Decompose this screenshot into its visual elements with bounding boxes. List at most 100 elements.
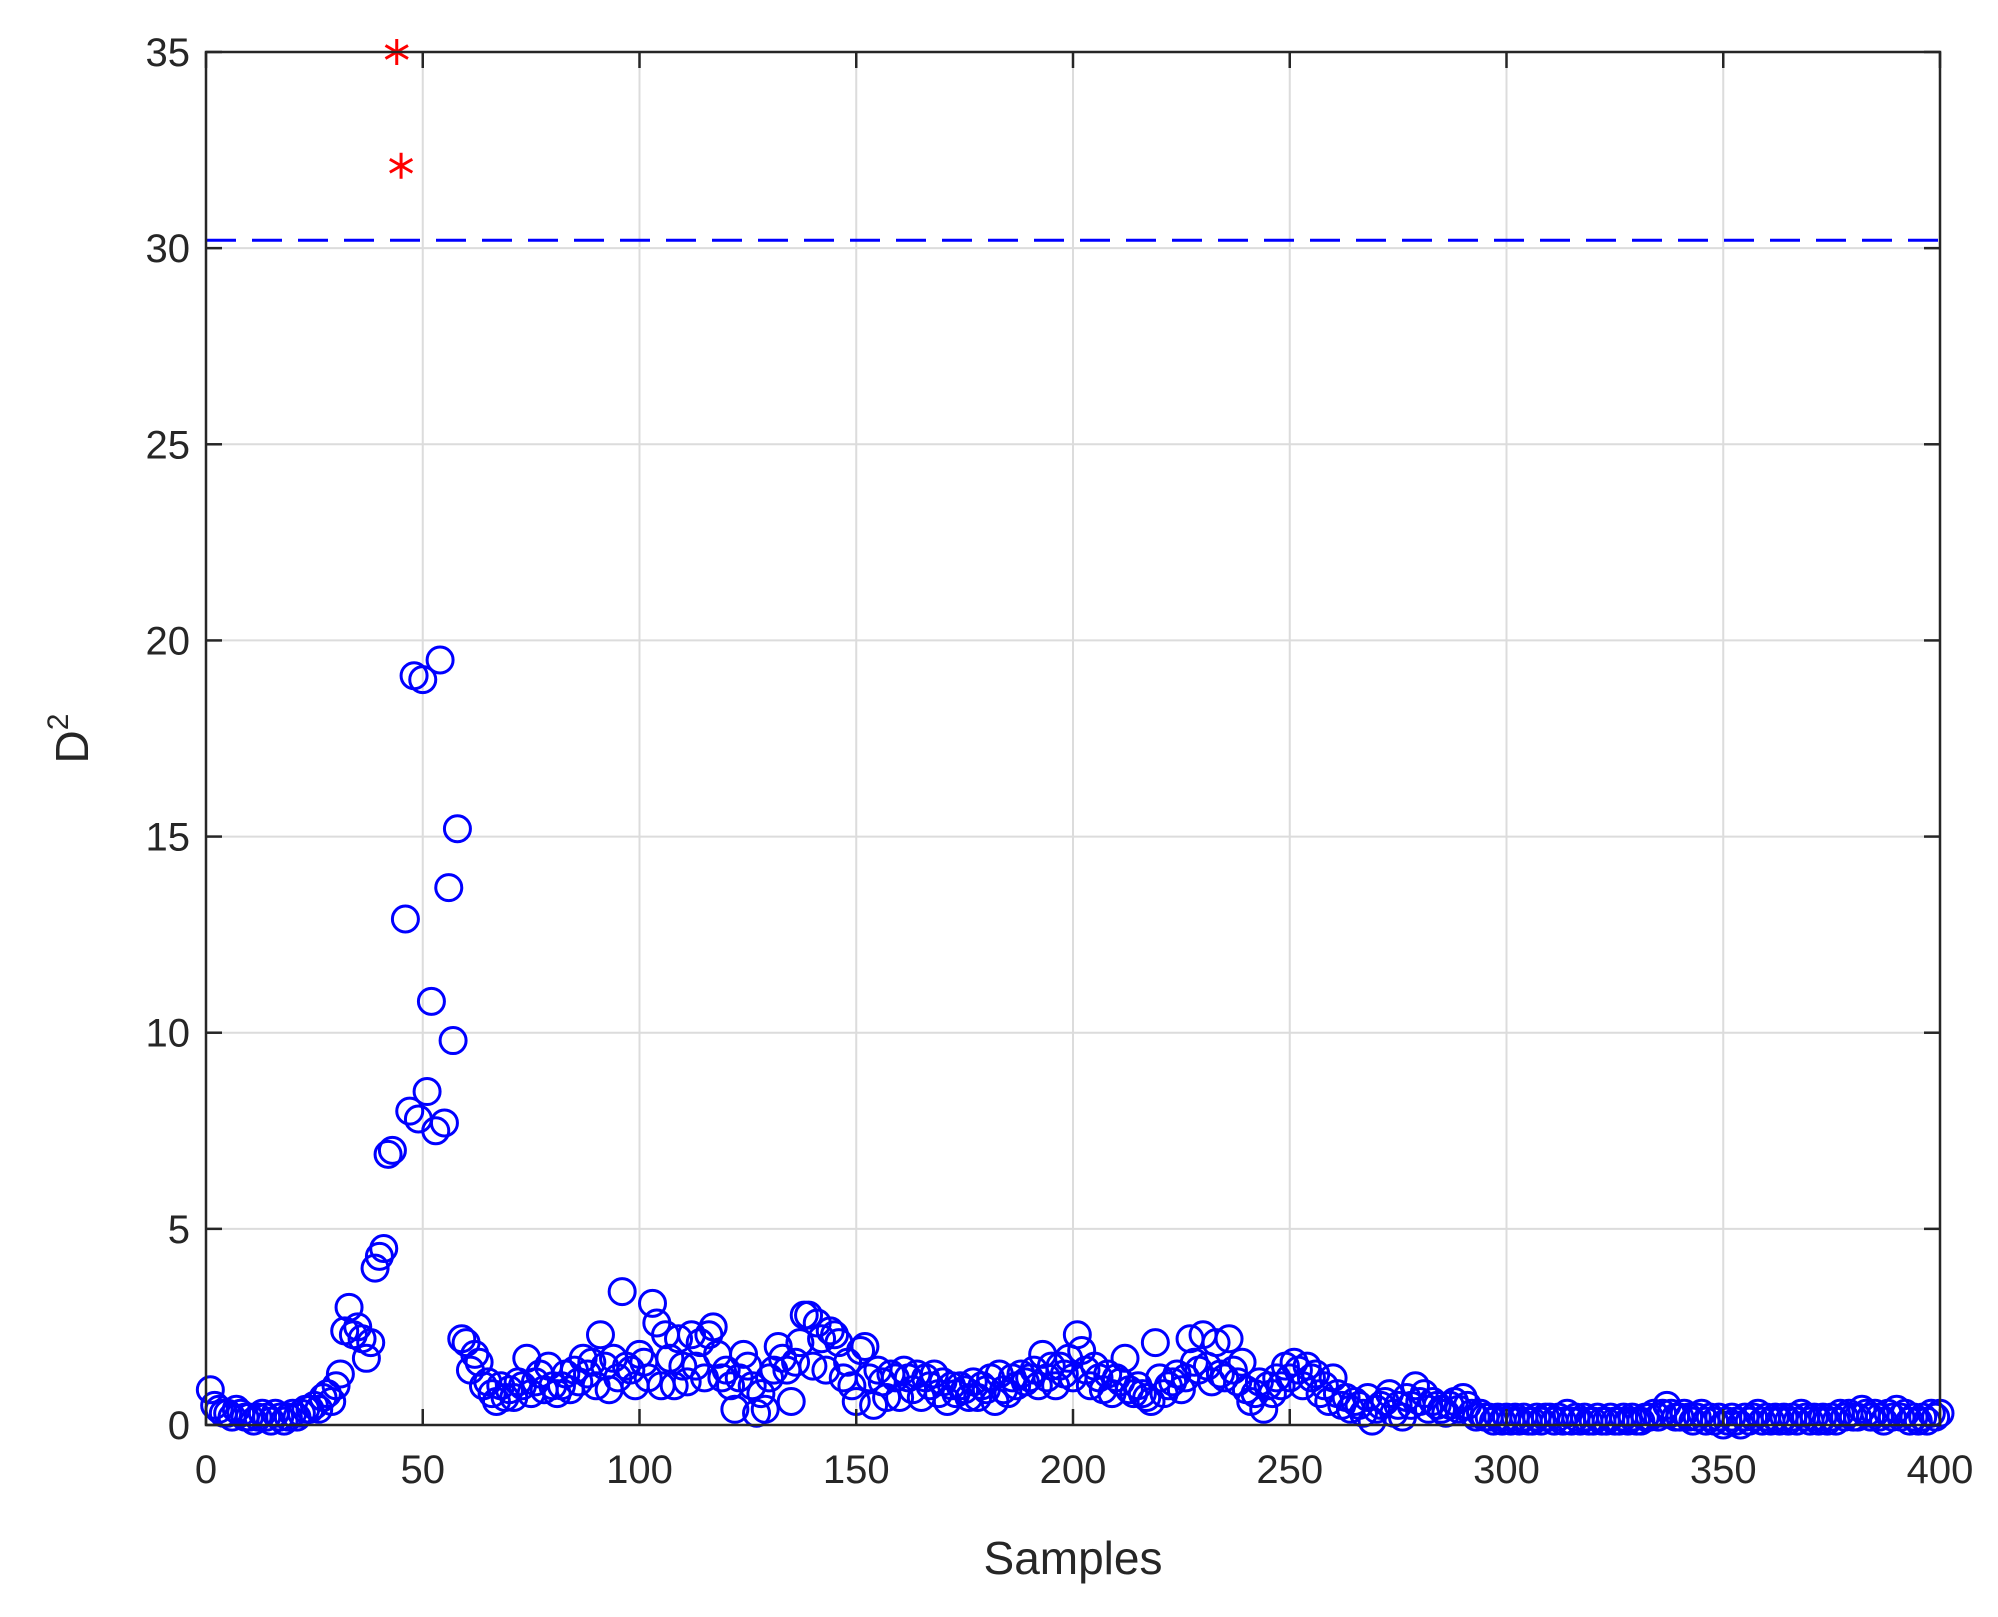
y-tick-label: 25	[146, 423, 191, 467]
data-point-circle	[269, 1406, 299, 1436]
data-point-circle	[421, 1116, 451, 1146]
data-point-asterisk	[389, 152, 414, 179]
data-point-circle	[1400, 1371, 1430, 1401]
data-point-circle	[638, 1288, 668, 1318]
y-tick-label: 15	[146, 816, 191, 860]
data-point-circle	[750, 1394, 780, 1424]
data-point-circle	[425, 645, 455, 675]
y-tick-label: 35	[146, 31, 191, 75]
data-point-circle	[438, 1026, 468, 1056]
grid-lines	[206, 52, 1940, 1425]
data-point-circle	[607, 1277, 637, 1307]
x-tick-label: 200	[1040, 1448, 1107, 1492]
data-point-circle	[668, 1351, 698, 1381]
x-tick-label: 50	[401, 1448, 446, 1492]
data-point-circle	[416, 986, 446, 1016]
data-point-circle	[442, 814, 472, 844]
data-point-circle	[1110, 1343, 1140, 1373]
y-tick-label: 20	[146, 619, 191, 663]
data-point-circle	[1856, 1402, 1886, 1432]
data-point-circle	[351, 1343, 381, 1373]
data-point-circle	[664, 1324, 694, 1354]
x-tick-label: 0	[195, 1448, 217, 1492]
axes	[204, 50, 1942, 1427]
data-point-circle	[434, 873, 464, 903]
data-point-circle	[1214, 1324, 1244, 1354]
data-point-circle	[395, 1096, 425, 1126]
data-point-circle	[195, 1375, 225, 1405]
data-point-circle	[1218, 1355, 1248, 1385]
data-point-circle	[412, 1077, 442, 1107]
y-tick-label: 5	[168, 1208, 190, 1252]
x-tick-label: 350	[1690, 1448, 1757, 1492]
data-point-circle	[1140, 1328, 1170, 1358]
data-point-circle	[1127, 1379, 1157, 1409]
data-point-circle	[850, 1332, 880, 1362]
data-point-circle	[915, 1371, 945, 1401]
data-point-circle	[265, 1402, 295, 1432]
data-point-circle	[1166, 1375, 1196, 1405]
x-tick-label: 400	[1907, 1448, 1974, 1492]
data-point-circle	[464, 1347, 494, 1377]
data-point-circle	[1266, 1371, 1296, 1401]
data-point-circle	[356, 1328, 386, 1358]
data-point-circle	[408, 665, 438, 695]
data-point-circle	[429, 1108, 459, 1138]
data-point-circle	[737, 1371, 767, 1401]
data-point-circle	[729, 1339, 759, 1369]
data-point-circle	[1921, 1402, 1951, 1432]
x-tick-label: 150	[823, 1448, 890, 1492]
data-point-circle	[846, 1335, 876, 1365]
y-axis-label-superscript: 2	[42, 714, 75, 731]
data-point-circle	[1201, 1328, 1231, 1358]
data-point-circle	[768, 1343, 798, 1373]
data-point-circle	[564, 1367, 594, 1397]
data-point-circle	[776, 1386, 806, 1416]
y-axis-label-base: D	[46, 730, 98, 763]
data-point-circle	[325, 1359, 355, 1389]
data-point-circle	[585, 1320, 615, 1350]
data-point-circle	[837, 1371, 867, 1401]
data-point-circle	[1023, 1371, 1053, 1401]
y-tick-label: 30	[146, 227, 191, 271]
x-tick-label: 100	[606, 1448, 673, 1492]
data-point-circle	[720, 1394, 750, 1424]
data-point-circle	[321, 1371, 351, 1401]
data-point-circle	[785, 1328, 815, 1358]
data-point-circle	[807, 1324, 837, 1354]
data-point-circle	[794, 1300, 824, 1330]
data-point-circle	[1318, 1363, 1348, 1393]
data-point-circle	[1292, 1351, 1322, 1381]
data-point-circle	[963, 1383, 993, 1413]
data-point-circle	[1132, 1383, 1162, 1413]
data-point-circle	[373, 1139, 403, 1169]
data-point-circle	[369, 1233, 399, 1263]
data-point-circle	[1227, 1347, 1257, 1377]
y-axis-label: D2	[42, 714, 98, 764]
data-point-circle	[746, 1379, 776, 1409]
y-tick-label: 0	[168, 1404, 190, 1448]
data-point-circle	[716, 1371, 746, 1401]
asterisk-stroke	[389, 157, 414, 174]
data-point-circle	[577, 1347, 607, 1377]
data-point-circle	[1210, 1363, 1240, 1393]
data-point-circle	[1613, 1406, 1643, 1436]
data-point-circle	[334, 1292, 364, 1322]
data-point-circle	[360, 1253, 390, 1283]
data-point-circle	[1249, 1394, 1279, 1424]
data-point-circle	[390, 904, 420, 934]
data-point-circle	[672, 1367, 702, 1397]
data-point-circle	[872, 1383, 902, 1413]
x-axis-label: Samples	[984, 1532, 1163, 1584]
data-point-circle	[798, 1351, 828, 1381]
data-point-circle	[698, 1312, 728, 1342]
data-point-circle	[1062, 1320, 1092, 1350]
data-point-circle	[1205, 1359, 1235, 1389]
y-tick-label: 10	[146, 1012, 191, 1056]
tick-labels: 0 50 100 150 200 250 300 350 400 0 5 10 15 20 25 30 35	[146, 31, 1974, 1492]
data-point-circle	[1257, 1379, 1287, 1409]
data-point-circle	[317, 1386, 347, 1416]
data-point-circle	[1422, 1390, 1452, 1420]
